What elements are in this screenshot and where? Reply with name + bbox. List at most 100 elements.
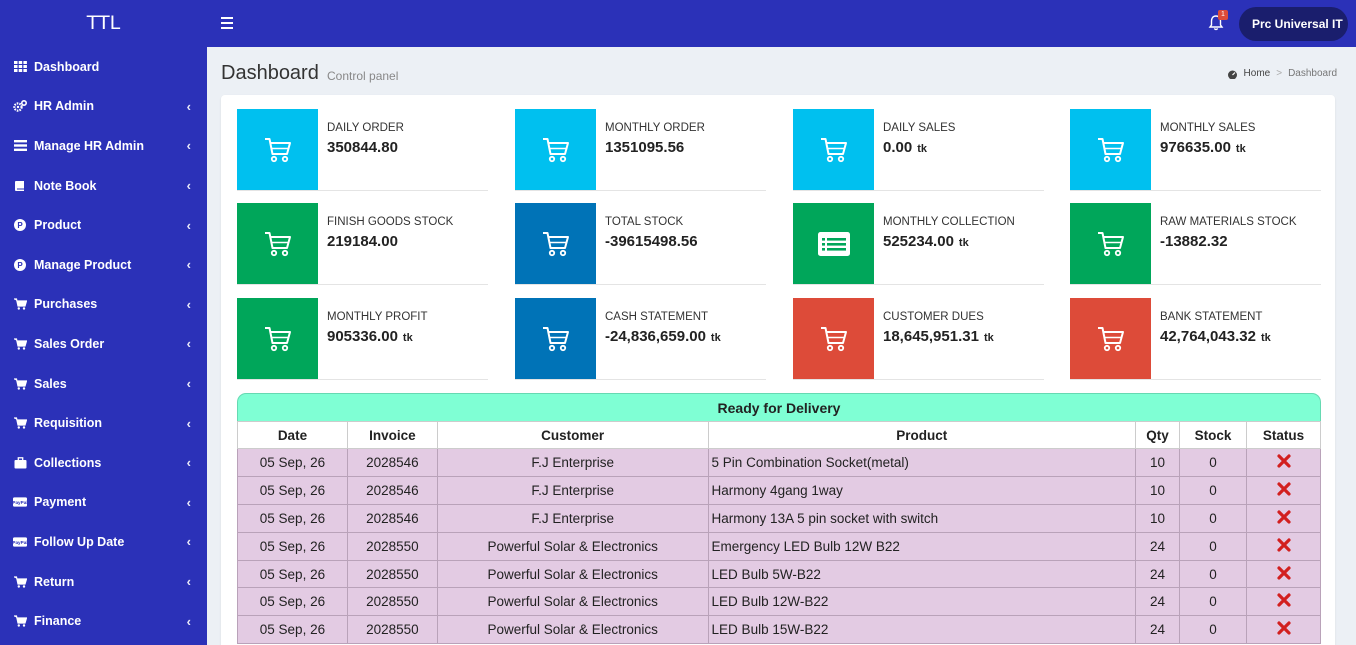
cell-date: 05 Sep, 26 <box>237 531 348 561</box>
close-icon[interactable] <box>1276 565 1291 580</box>
cogs-icon <box>13 99 27 113</box>
cell-customer: Powerful Solar & Electronics <box>436 559 709 589</box>
info-box-label: MONTHLY ORDER <box>605 122 705 134</box>
cell-invoice: 2028546 <box>346 448 438 477</box>
info-box-text: CASH STATEMENT -24,836,659.00 tk <box>605 311 721 345</box>
info-box-monthly-sales[interactable]: MONTHLY SALES 976635.00 tk <box>1070 109 1321 191</box>
chevron-left-icon: ‹ <box>186 217 191 233</box>
cart-icon <box>237 203 318 284</box>
column-header-stock[interactable]: Stock <box>1179 421 1247 449</box>
info-box-bank-statement[interactable]: BANK STATEMENT 42,764,043.32 tk <box>1070 298 1321 380</box>
sidebar-item-product[interactable]: P Product ‹ <box>0 205 207 245</box>
info-box-total-stock[interactable]: TOTAL STOCK -39615498.56 <box>515 203 766 285</box>
brand-logo[interactable]: TTL <box>86 12 121 34</box>
cell-qty: 24 <box>1135 615 1181 645</box>
column-header-qty[interactable]: Qty <box>1135 421 1181 449</box>
sidebar-item-sales-order[interactable]: Sales Order ‹ <box>0 324 207 364</box>
sidebar-item-manage-hr-admin[interactable]: Manage HR Admin ‹ <box>0 126 207 166</box>
cell-date: 05 Sep, 26 <box>237 615 348 645</box>
info-box-value: 525234.00 tk <box>883 233 1015 250</box>
info-box-monthly-profit[interactable]: MONTHLY PROFIT 905336.00 tk <box>237 298 488 380</box>
top-navbar: 1 Prc Universal IT <box>207 0 1356 47</box>
sidebar-item-finance[interactable]: Finance ‹ <box>0 601 207 641</box>
info-box-text: TOTAL STOCK -39615498.56 <box>605 216 698 250</box>
info-box-customer-dues[interactable]: CUSTOMER DUES 18,645,951.31 tk <box>793 298 1044 380</box>
info-box-text: FINISH GOODS STOCK 219184.00 <box>327 216 453 250</box>
info-box-value: 18,645,951.31 tk <box>883 328 994 345</box>
sidebar-item-collections[interactable]: Collections ‹ <box>0 443 207 483</box>
cart-icon <box>515 109 596 190</box>
cart-icon <box>13 297 27 311</box>
cell-stock: 0 <box>1179 559 1247 589</box>
cell-status <box>1246 475 1321 505</box>
info-box-cash-statement[interactable]: CASH STATEMENT -24,836,659.00 tk <box>515 298 766 380</box>
column-header-date[interactable]: Date <box>237 421 348 449</box>
cell-customer: Powerful Solar & Electronics <box>436 587 709 617</box>
sidebar-item-manage-product[interactable]: P Manage Product ‹ <box>0 245 207 285</box>
info-box-unit: tk <box>402 332 413 344</box>
grid-icon <box>13 60 27 74</box>
sidebar-item-purchases[interactable]: Purchases ‹ <box>0 285 207 325</box>
cart-icon <box>793 109 874 190</box>
breadcrumb-separator: > <box>1276 68 1283 79</box>
info-box-monthly-collection[interactable]: MONTHLY COLLECTION 525234.00 tk <box>793 203 1044 285</box>
info-box-number: 976635.00 <box>1160 139 1231 156</box>
info-box-number: 525234.00 <box>883 233 954 250</box>
table-row: 05 Sep, 26 2028546 F.J Enterprise Harmony 4… <box>237 475 1321 505</box>
close-icon[interactable] <box>1276 621 1291 635</box>
info-box-finish-goods-stock[interactable]: FINISH GOODS STOCK 219184.00 <box>237 203 488 285</box>
notification-badge: 1 <box>1218 10 1228 20</box>
column-header-customer[interactable]: Customer <box>436 421 709 449</box>
column-header-status[interactable]: Status <box>1246 421 1321 449</box>
sidebar-item-hr-admin[interactable]: HR Admin ‹ <box>0 87 207 127</box>
breadcrumb-home[interactable]: Home <box>1243 68 1271 79</box>
info-box-label: CASH STATEMENT <box>605 311 709 323</box>
column-header-product[interactable]: Product <box>707 421 1137 449</box>
info-box-raw-materials-stock[interactable]: RAW MATERIALS STOCK -13882.32 <box>1070 203 1321 285</box>
sidebar-item-label: Sales Order <box>34 336 105 351</box>
info-box-monthly-order[interactable]: MONTHLY ORDER 1351095.56 <box>515 109 766 191</box>
info-box-daily-sales[interactable]: DAILY SALES 0.00 tk <box>793 109 1044 191</box>
info-box-value: 905336.00 tk <box>327 328 428 345</box>
info-box-unit: tk <box>710 332 721 344</box>
sidebar-item-requisition[interactable]: Requisition ‹ <box>0 403 207 443</box>
user-menu-button[interactable]: Prc Universal IT <box>1239 7 1348 41</box>
sidebar-item-label: Follow Up Date <box>34 534 125 549</box>
cell-product: LED Bulb 5W-B22 <box>707 559 1137 589</box>
sidebar-item-label: Manage HR Admin <box>34 138 144 153</box>
cell-customer: Powerful Solar & Electronics <box>436 531 709 561</box>
cell-invoice: 2028550 <box>346 587 438 617</box>
close-icon[interactable] <box>1276 482 1291 496</box>
cell-qty: 24 <box>1135 587 1181 617</box>
sidebar-item-return[interactable]: Return ‹ <box>0 562 207 602</box>
p-circle-icon: P <box>13 258 27 272</box>
cell-invoice: 2028546 <box>346 475 438 505</box>
cell-product: Harmony 4gang 1way <box>707 475 1137 505</box>
close-icon[interactable] <box>1276 454 1291 468</box>
sidebar-item-note-book[interactable]: Note Book ‹ <box>0 166 207 206</box>
sidebar-item-follow-up-date[interactable]: PayPal Follow Up Date ‹ <box>0 522 207 562</box>
menu-toggle-icon[interactable] <box>221 17 233 29</box>
info-box-text: MONTHLY ORDER 1351095.56 <box>605 122 705 156</box>
sidebar-item-dashboard[interactable]: Dashboard <box>0 47 207 87</box>
column-header-invoice[interactable]: Invoice <box>346 421 438 449</box>
sidebar-item-label: Collections <box>34 455 102 470</box>
close-icon[interactable] <box>1276 510 1291 524</box>
sidebar-item-payment[interactable]: PayPal Payment ‹ <box>0 483 207 523</box>
sidebar-item-label: Note Book <box>34 178 97 193</box>
info-box-value: -13882.32 <box>1160 233 1297 250</box>
info-box-label: BANK STATEMENT <box>1160 311 1263 323</box>
list-icon <box>13 139 27 153</box>
info-box-number: -24,836,659.00 <box>605 328 706 345</box>
cell-stock: 0 <box>1179 448 1247 477</box>
cell-stock: 0 <box>1179 587 1247 617</box>
sidebar-item-label: Manage Product <box>34 257 132 272</box>
info-box-value: 219184.00 <box>327 233 453 250</box>
close-icon[interactable] <box>1276 538 1291 552</box>
breadcrumb-current: Dashboard <box>1288 68 1337 79</box>
sidebar-item-label: Sales <box>34 376 67 391</box>
close-icon[interactable] <box>1276 593 1291 607</box>
sidebar-item-sales[interactable]: Sales ‹ <box>0 364 207 404</box>
chevron-left-icon: ‹ <box>186 296 191 312</box>
info-box-daily-order[interactable]: DAILY ORDER 350844.80 <box>237 109 488 191</box>
